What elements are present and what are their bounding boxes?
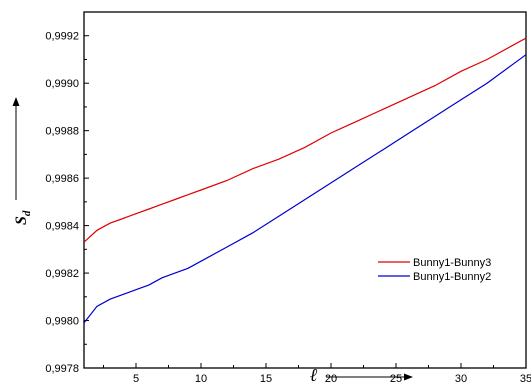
y-tick-label: 0,9980: [45, 316, 79, 328]
y-tick-label: 0,9984: [45, 221, 79, 233]
x-axis-arrow: [326, 373, 413, 381]
x-axis-ticks: 5 10 15 20 25 30 35: [103, 363, 531, 385]
x-tick-label: 25: [390, 373, 402, 385]
plot-frame: [83, 11, 527, 369]
svg-text:Sd: Sd: [13, 210, 33, 225]
x-tick-label: 20: [325, 373, 337, 385]
x-tick-label: 15: [260, 373, 272, 385]
y-tick-label: 0,9990: [45, 78, 79, 90]
series-line-bunny1-bunny3: [83, 37, 527, 243]
series-line-bunny1-bunny2: [83, 54, 527, 324]
series-lines: [83, 37, 527, 324]
y-axis-label-main: S: [13, 216, 30, 225]
x-tick-label: 5: [133, 373, 139, 385]
y-tick-label: 0,9978: [45, 363, 79, 375]
x-tick-label: 35: [520, 373, 531, 385]
y-axis-label: Sd: [13, 210, 33, 225]
axes: [83, 11, 527, 369]
y-tick-label: 0,9986: [45, 173, 79, 185]
y-axis-label-sub: d: [21, 210, 33, 216]
y-axis-ticks: 0,9978 0,9980 0,9982 0,9984 0,9986 0,9988 0,99…: [45, 31, 89, 375]
x-tick-label: 10: [195, 373, 207, 385]
legend: Bunny1-Bunny3 Bunny1-Bunny2: [378, 257, 491, 283]
y-axis-arrow: [12, 97, 20, 200]
legend-label: Bunny1-Bunny3: [413, 257, 491, 269]
x-axis-label: ℓ: [310, 365, 318, 385]
legend-label: Bunny1-Bunny2: [413, 271, 491, 283]
y-tick-label: 0,9988: [45, 126, 79, 138]
x-tick-label: 30: [455, 373, 467, 385]
y-tick-label: 0,9992: [45, 31, 79, 43]
y-tick-label: 0,9982: [45, 268, 79, 280]
